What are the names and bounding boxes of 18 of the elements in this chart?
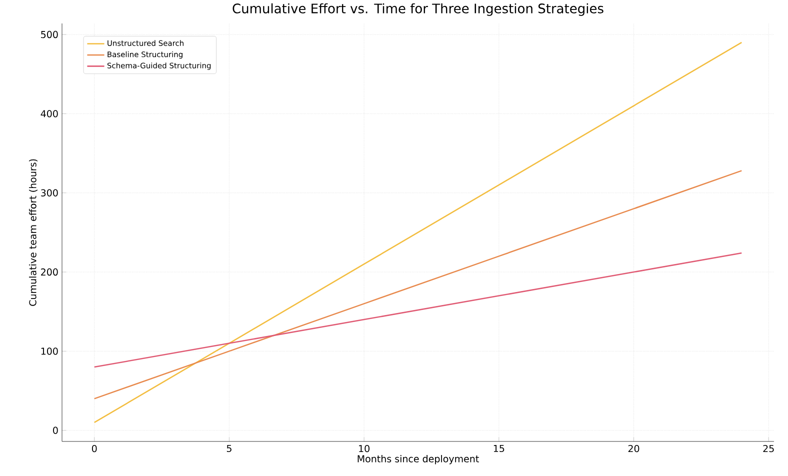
y-axis-title: Cumulative team effort (hours): [29, 159, 38, 306]
y-tick-label: 500: [41, 30, 58, 38]
x-axis-title: Months since deployment: [358, 454, 479, 464]
line-series: [94, 252, 742, 368]
line-series: [94, 170, 742, 400]
x-tick-label: 10: [359, 444, 370, 452]
y-tick-label: 400: [40, 110, 58, 118]
x-tick-label: 25: [763, 444, 774, 452]
y-tick-label: 200: [41, 268, 58, 276]
y-tick-label: 300: [41, 189, 58, 196]
line-series: [94, 42, 742, 423]
chart-title: Cumulative Effort vs. Time for Three Ingestion Strategies: [232, 3, 604, 16]
x-tick-label: 20: [628, 444, 640, 452]
y-tick-label: 0: [53, 426, 58, 434]
x-tick-label: 0: [92, 444, 97, 452]
x-tick-label: 15: [494, 444, 504, 452]
x-tick-label: 5: [226, 444, 232, 452]
y-tick-label: 100: [41, 347, 58, 355]
